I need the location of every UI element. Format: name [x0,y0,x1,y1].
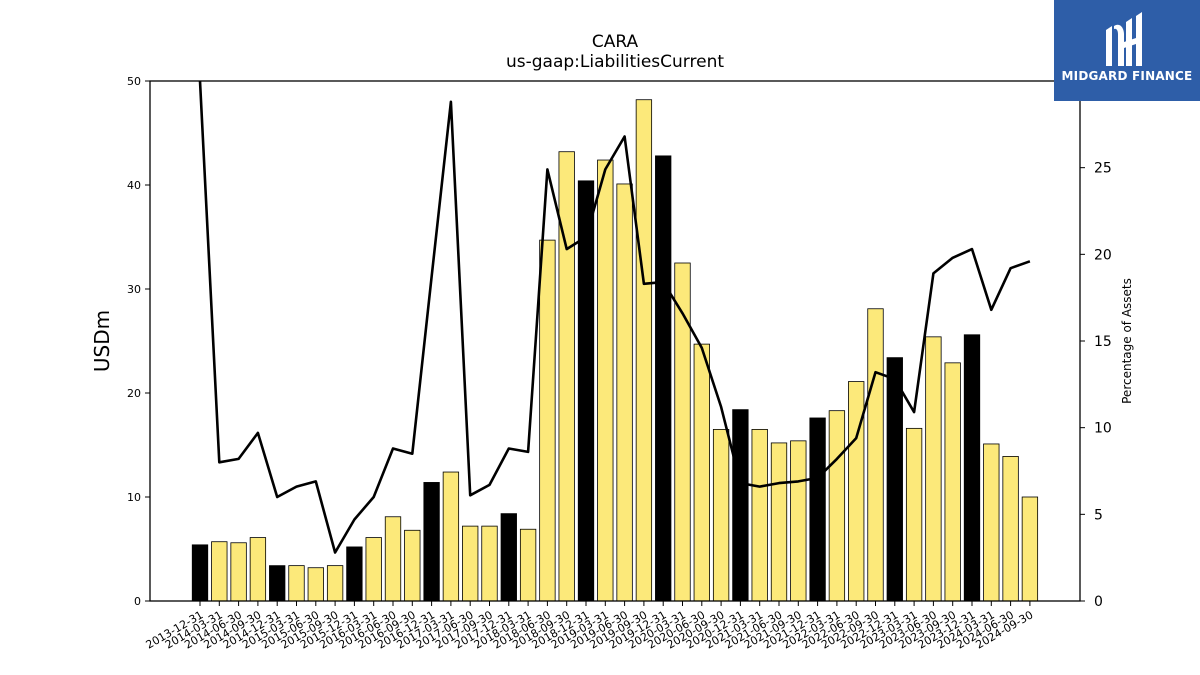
bar [288,565,305,602]
bar [848,381,865,602]
bar [269,565,286,602]
y2-tick-label: 25 [1094,161,1112,177]
bar [732,409,749,602]
bar [886,357,903,602]
bar [558,151,575,602]
bar [249,537,267,602]
bar [809,417,826,602]
bar [500,513,517,602]
bar [1021,496,1039,602]
y-tick-label: 50 [127,75,141,88]
chart-title: CARA [591,32,639,52]
bar [442,471,460,602]
midgard-logo-icon [1106,12,1142,66]
bar [346,546,363,602]
midgard-finance-logo: MIDGARD FINANCE [1054,0,1200,101]
bar [404,529,421,602]
series-line-percentage-of-assets [198,80,1031,554]
y-tick-label: 30 [127,283,141,296]
y2-tick-label: 20 [1094,247,1112,263]
y2-tick-label: 5 [1094,507,1103,523]
chart-subtitle: us-gaap:LiabilitiesCurrent [505,52,725,72]
y2-axis-label: Percentage of Assets [1120,278,1134,404]
bar [307,567,324,602]
y2-tick-label: 15 [1094,334,1112,350]
bar [963,334,981,602]
bar [211,541,228,602]
bar [867,308,884,602]
bar [751,428,768,602]
bar [577,180,595,602]
bar [539,239,556,602]
bar [519,528,537,602]
logo-text: MIDGARD FINANCE [1061,69,1193,83]
bar [326,565,344,602]
bar [423,482,440,602]
bar [230,542,247,602]
bar [944,362,961,602]
bar [828,410,846,602]
bar [712,428,730,602]
bar [983,443,1000,602]
bar [790,440,807,602]
bar [462,525,479,602]
bar [191,544,209,602]
bar [905,427,923,602]
bar [693,343,710,602]
y-tick-label: 0 [134,595,141,608]
bar [616,183,633,602]
bar [597,159,614,602]
y-tick-label: 40 [127,179,141,192]
bar [635,99,653,602]
bar [1002,456,1019,602]
bar [481,525,498,602]
y-tick-label: 20 [127,387,141,400]
y-axis-label: USDm [90,310,114,372]
bar [655,155,672,602]
y2-tick-label: 0 [1094,594,1103,610]
y-tick-label: 10 [127,491,141,504]
bar [384,516,402,602]
y2-tick-label: 10 [1094,421,1112,437]
bar [770,442,788,602]
bar [925,336,942,602]
bar [365,537,382,602]
